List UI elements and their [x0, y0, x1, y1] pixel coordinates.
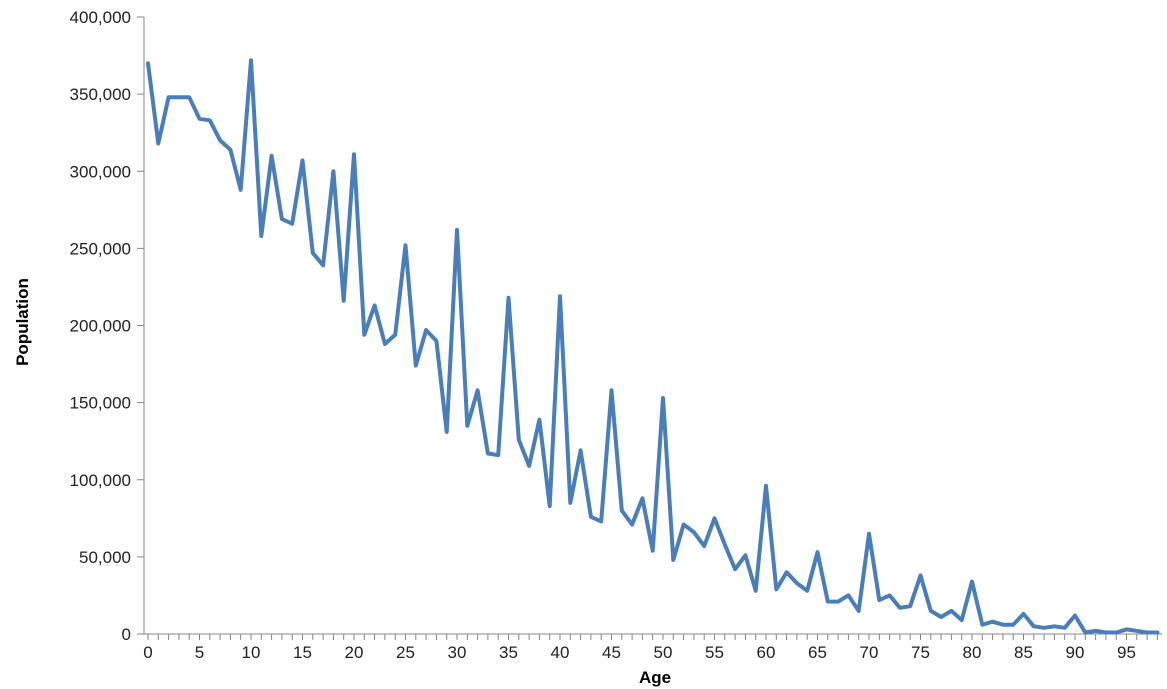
- x-tick-label: 20: [345, 643, 364, 662]
- x-tick-label: 95: [1117, 643, 1136, 662]
- y-tick-label: 400,000: [70, 8, 131, 27]
- x-tick-label: 50: [654, 643, 673, 662]
- y-axis: 0 50,000 100,000 150,000 200,000 250,000 300,0…: [70, 8, 145, 644]
- y-tick-label: 100,000: [70, 471, 131, 490]
- x-tick-label: 10: [242, 643, 261, 662]
- x-axis: 0 5 10 15 20 25 30 35 40 45 50 55 60 65 70 75 80 85 90 95: [143, 633, 1162, 662]
- population-series-line: [146, 58, 1160, 635]
- x-tick-label: 85: [1014, 643, 1033, 662]
- y-tick-label: 300,000: [70, 162, 131, 181]
- x-tick-label: 60: [757, 643, 776, 662]
- x-tick-label: 90: [1066, 643, 1085, 662]
- x-tick-label: 35: [499, 643, 518, 662]
- y-tick-label: 0: [122, 625, 131, 644]
- x-tick-label: 80: [963, 643, 982, 662]
- x-tick-label: 55: [705, 643, 724, 662]
- series: [146, 58, 1160, 635]
- x-tick-label: 30: [448, 643, 467, 662]
- y-tick-label: 50,000: [79, 548, 131, 567]
- y-tick-label: 150,000: [70, 394, 131, 413]
- x-tick-label: 65: [808, 643, 827, 662]
- x-axis-title: Age: [639, 668, 671, 687]
- x-tick-label: 40: [551, 643, 570, 662]
- x-tick-label: 75: [911, 643, 930, 662]
- y-tick-label: 250,000: [70, 239, 131, 258]
- y-tick-label: 200,000: [70, 317, 131, 336]
- y-axis-title: Population: [13, 278, 32, 366]
- x-tick-label: 5: [195, 643, 204, 662]
- x-tick-label: 0: [143, 643, 152, 662]
- x-tick-label: 45: [602, 643, 621, 662]
- x-tick-label: 15: [293, 643, 312, 662]
- x-tick-label: 25: [396, 643, 415, 662]
- y-tick-label: 350,000: [70, 85, 131, 104]
- x-tick-label: 70: [860, 643, 879, 662]
